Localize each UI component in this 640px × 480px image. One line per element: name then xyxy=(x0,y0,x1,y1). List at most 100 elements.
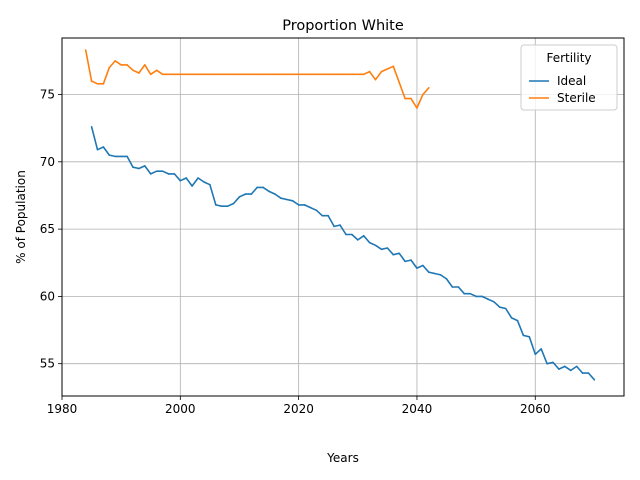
data-point-sterile xyxy=(416,107,418,109)
data-point-ideal xyxy=(558,368,560,370)
data-point-ideal xyxy=(209,183,211,186)
data-point-ideal xyxy=(362,235,365,237)
x-axis-ticks: 1980 2000 2020 2040 2060 xyxy=(47,396,551,416)
x-tick-label: 2060 xyxy=(520,402,551,416)
data-point-ideal xyxy=(493,301,495,303)
data-point-ideal xyxy=(439,274,442,276)
data-point-sterile xyxy=(244,73,247,76)
data-point-ideal xyxy=(262,186,264,189)
y-tick-label: 70 xyxy=(40,155,55,169)
data-point-ideal xyxy=(380,248,383,251)
data-point-ideal xyxy=(226,205,229,207)
x-axis-label: Years xyxy=(326,451,359,465)
data-point-ideal xyxy=(469,292,472,295)
legend: Fertility Ideal Sterile xyxy=(520,44,618,111)
data-point-ideal xyxy=(351,233,353,236)
data-point-sterile xyxy=(138,72,140,74)
chart-title: Proportion White xyxy=(282,18,404,34)
data-point-ideal xyxy=(451,286,454,288)
data-point-ideal xyxy=(161,170,164,172)
data-point-ideal xyxy=(481,295,483,298)
data-point-ideal xyxy=(315,209,318,212)
data-point-ideal xyxy=(593,379,596,381)
data-point-ideal xyxy=(564,365,566,368)
x-tick-label: 1980 xyxy=(47,402,78,416)
data-point-sterile xyxy=(132,69,134,72)
data-point-sterile xyxy=(185,73,187,76)
data-point-ideal xyxy=(499,306,501,309)
data-point-sterile xyxy=(392,65,395,68)
data-point-sterile xyxy=(144,64,146,66)
data-point-ideal xyxy=(244,193,247,195)
legend-box xyxy=(520,44,618,111)
data-point-sterile xyxy=(256,73,259,76)
data-point-ideal xyxy=(173,173,176,175)
data-point-sterile xyxy=(161,73,164,76)
data-point-sterile xyxy=(315,73,318,76)
data-point-ideal xyxy=(256,186,259,189)
data-point-ideal xyxy=(280,197,282,199)
data-point-ideal xyxy=(428,271,430,274)
data-point-ideal xyxy=(570,369,572,372)
data-point-sterile xyxy=(238,73,241,76)
data-point-ideal xyxy=(274,193,276,195)
data-point-ideal xyxy=(404,260,406,263)
data-point-ideal xyxy=(132,166,134,168)
data-point-ideal xyxy=(433,272,436,275)
data-point-ideal xyxy=(90,126,93,128)
data-point-ideal xyxy=(522,334,525,337)
data-point-ideal xyxy=(238,196,241,198)
y-tick-label: 65 xyxy=(40,222,55,236)
data-point-ideal xyxy=(410,259,412,261)
data-point-sterile xyxy=(357,73,359,76)
data-point-sterile xyxy=(321,73,324,76)
data-point-sterile xyxy=(368,70,371,73)
data-point-sterile xyxy=(90,80,93,82)
legend-label-ideal: Ideal xyxy=(557,74,586,88)
data-point-ideal xyxy=(516,319,519,322)
data-point-ideal xyxy=(179,179,182,182)
data-point-ideal xyxy=(149,173,152,175)
data-point-ideal xyxy=(422,264,424,267)
data-point-ideal xyxy=(327,214,330,217)
data-point-sterile xyxy=(84,49,87,51)
data-point-ideal xyxy=(339,224,341,226)
data-point-sterile xyxy=(404,97,406,100)
data-point-ideal xyxy=(297,204,300,206)
data-point-sterile xyxy=(280,73,282,76)
data-point-ideal xyxy=(510,317,513,319)
data-point-sterile xyxy=(398,81,401,84)
data-point-sterile xyxy=(428,87,430,89)
x-tick-label: 2040 xyxy=(402,402,433,416)
data-point-sterile xyxy=(262,73,264,76)
data-point-ideal xyxy=(457,286,460,288)
data-point-ideal xyxy=(581,372,584,374)
data-point-ideal xyxy=(552,361,554,364)
data-point-ideal xyxy=(416,267,418,269)
data-point-ideal xyxy=(374,244,377,247)
data-point-sterile xyxy=(422,93,424,96)
data-point-ideal xyxy=(96,148,99,151)
data-point-sterile xyxy=(297,73,300,76)
data-point-sterile xyxy=(114,60,116,62)
data-point-ideal xyxy=(102,146,105,148)
data-point-ideal xyxy=(587,372,590,374)
data-point-ideal xyxy=(155,170,158,172)
data-point-ideal xyxy=(114,155,116,158)
data-point-ideal xyxy=(303,204,306,206)
data-point-ideal xyxy=(487,298,489,300)
data-point-ideal xyxy=(540,348,542,350)
x-tick-label: 2000 xyxy=(165,402,196,416)
data-point-ideal xyxy=(357,239,359,241)
x-tick-label: 2020 xyxy=(283,402,314,416)
data-point-sterile xyxy=(333,73,335,76)
series-line-ideal xyxy=(90,126,596,381)
data-point-ideal xyxy=(138,167,140,170)
data-point-sterile xyxy=(102,83,105,85)
data-point-ideal xyxy=(463,292,466,295)
y-tick-label: 75 xyxy=(40,88,55,102)
data-point-sterile xyxy=(274,73,276,76)
data-point-sterile xyxy=(191,73,193,76)
data-point-sterile xyxy=(250,73,253,76)
data-point-ideal xyxy=(309,206,312,209)
